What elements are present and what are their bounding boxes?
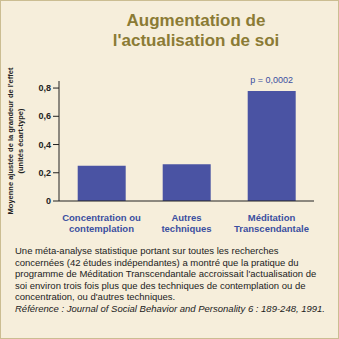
svg-text:Autrestechniques: Autrestechniques bbox=[161, 212, 211, 234]
html-text:Une méta-analyse statistique p: Une méta-analyse statistique portant sur… bbox=[15, 245, 317, 302]
svg-text:p = 0,0002: p = 0,0002 bbox=[250, 75, 293, 85]
svg-text:0,4: 0,4 bbox=[38, 140, 51, 150]
svg-text:0,6: 0,6 bbox=[38, 111, 51, 121]
svg-text:0,8: 0,8 bbox=[38, 83, 51, 93]
svg-text:Moyenne ajustée de la grandeur: Moyenne ajustée de la grandeur de l'effe… bbox=[8, 67, 15, 214]
svg-text:MéditationTranscendantale: MéditationTranscendantale bbox=[234, 212, 309, 234]
svg-text:0,2: 0,2 bbox=[38, 168, 51, 178]
svg-text:(unités écart-type): (unités écart-type) bbox=[16, 108, 25, 174]
svg-text:0: 0 bbox=[46, 196, 51, 206]
svg-text:Concentration oucontemplation: Concentration oucontemplation bbox=[62, 212, 141, 234]
html-text:Référence : Journal of Social: Référence : Journal of Social Behavior a… bbox=[15, 302, 325, 314]
html-text:Augmentation de l'actualisatio: Augmentation de l'actualisation de soi bbox=[112, 11, 280, 50]
